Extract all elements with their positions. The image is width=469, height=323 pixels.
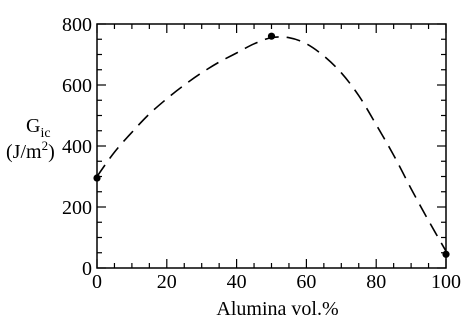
- y-axis-unit-prefix: (J/m: [6, 141, 42, 163]
- x-tick-label: 100: [431, 271, 461, 293]
- y-axis-label-subscript: ic: [40, 126, 50, 141]
- axis-tick-labels: 0 20 40 60 80 100 0 200 400 600 800: [62, 14, 461, 293]
- y-tick-label: 400: [62, 136, 92, 158]
- x-axis-label: Alumina vol.%: [216, 298, 338, 320]
- data-point: [267, 32, 276, 40]
- y-axis-label-g: G: [26, 115, 40, 137]
- x-tick-label: 60: [296, 271, 316, 293]
- data-points: [93, 32, 450, 258]
- y-tick-label: 600: [62, 75, 92, 97]
- x-tick-label: 0: [92, 271, 102, 293]
- y-tick-label: 200: [62, 197, 92, 219]
- x-tick-label: 20: [157, 271, 177, 293]
- axis-ticks: [96, 23, 447, 269]
- dashed-fit-curve: [96, 36, 447, 252]
- data-point: [93, 174, 101, 182]
- plot-frame: [96, 23, 447, 269]
- y-axis-unit-suffix: ): [48, 141, 55, 163]
- y-axis-label-unit: (J/m2): [6, 138, 55, 163]
- y-tick-label: 800: [62, 14, 92, 36]
- x-tick-label: 40: [227, 271, 247, 293]
- x-tick-label: 80: [366, 271, 386, 293]
- y-axis-label-symbol: Gic: [26, 115, 51, 141]
- y-tick-label: 0: [82, 258, 92, 280]
- data-point: [442, 250, 450, 258]
- y-axis-unit-power: 2: [42, 138, 49, 153]
